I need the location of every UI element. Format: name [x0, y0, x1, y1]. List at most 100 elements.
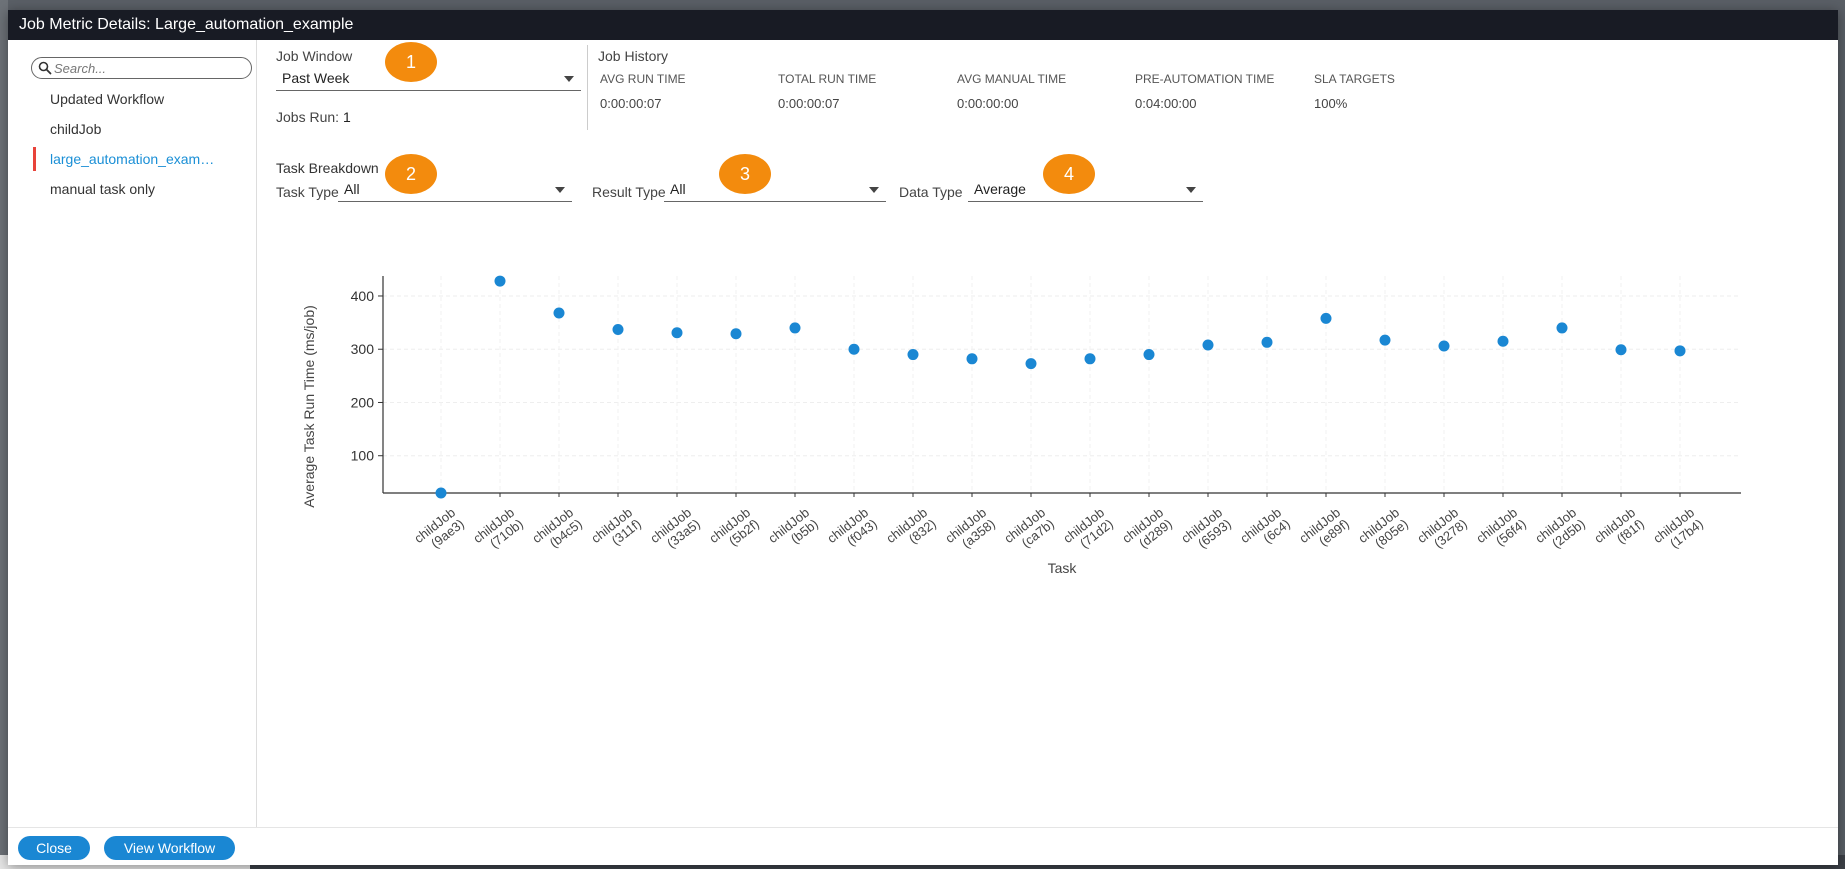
workflow-item-childjob[interactable]: childJob	[50, 121, 102, 137]
y-axis-label: Average Task Run Time (ms/job)	[301, 305, 317, 508]
data-point	[612, 324, 624, 336]
x-tick-label: childJob(805e)	[1355, 505, 1411, 557]
task-breakdown-title: Task Breakdown	[276, 160, 379, 176]
job-window-select[interactable]: Past Week	[276, 67, 581, 91]
section-divider	[587, 45, 588, 130]
task-type-value: All	[344, 181, 360, 197]
step-badge-3: 3	[719, 154, 771, 194]
metric-value: 0:00:00:00	[957, 96, 1019, 111]
job-window-label: Job Window	[276, 48, 353, 64]
x-tick-label: childJob(71d2)	[1060, 505, 1116, 557]
x-tick-label: childJob(3278)	[1414, 505, 1470, 557]
x-tick-label: childJob(6c4)	[1237, 505, 1293, 557]
chevron-down-icon	[869, 187, 879, 193]
data-point	[1084, 353, 1096, 365]
metric-label: AVG MANUAL TIME	[957, 72, 1067, 86]
workflow-item-large-automation-example[interactable]: large_automation_example	[8, 144, 257, 174]
search-box[interactable]	[31, 57, 252, 79]
data-point	[1202, 339, 1214, 351]
y-tick-label: 300	[351, 341, 375, 357]
step-badge-1: 1	[385, 42, 437, 82]
data-point	[1143, 349, 1155, 361]
data-point	[1320, 312, 1332, 324]
step-badge-2: 2	[385, 154, 437, 194]
x-tick-label: childJob(311f)	[588, 505, 644, 557]
x-tick-label: childJob(ca7b)	[1001, 505, 1057, 557]
x-tick-label: childJob(f043)	[824, 505, 880, 557]
data-point	[1615, 344, 1627, 356]
y-tick-label: 400	[351, 288, 375, 304]
result-type-label: Result Type	[592, 184, 666, 200]
metrics-panel: Job Window Past Week Jobs Run: 1 Job His…	[258, 40, 1838, 827]
x-axis-label: Task	[1048, 560, 1078, 576]
chevron-down-icon	[555, 187, 565, 193]
dialog-title: Job Metric Details: Large_automation_exa…	[8, 10, 1838, 40]
task-run-time-chart: 100 200 300 400 Average Task Run Time (ms/jo…	[301, 275, 1741, 576]
job-window-value: Past Week	[282, 70, 350, 86]
x-tick-label: childJob(a358)	[942, 505, 998, 557]
data-point	[1379, 334, 1391, 346]
job-history-title: Job History	[598, 48, 669, 64]
x-tick-label: childJob(33a5)	[647, 505, 703, 557]
metric-label: PRE-AUTOMATION TIME	[1135, 72, 1275, 86]
data-point	[435, 487, 447, 499]
data-point	[1674, 345, 1686, 357]
workflow-item-updated-workflow[interactable]: Updated Workflow	[50, 91, 165, 107]
step-badge-4: 4	[1043, 154, 1095, 194]
x-tick-label: childJob(832)	[883, 505, 939, 557]
result-type-value: All	[670, 181, 686, 197]
metric-sla-targets: SLA TARGETS 100%	[1314, 72, 1395, 111]
data-type-value: Average	[974, 181, 1026, 197]
task-type-select[interactable]: All	[338, 178, 572, 202]
data-point	[1438, 340, 1450, 352]
metric-avg-run-time: AVG RUN TIME 0:00:00:07	[600, 72, 686, 111]
data-point	[1497, 335, 1509, 347]
close-button[interactable]: Close	[18, 836, 90, 860]
y-tick-label: 100	[351, 448, 375, 464]
data-point	[789, 322, 801, 334]
x-tick-label: childJob(5b2f)	[706, 505, 762, 557]
data-point	[907, 349, 919, 361]
workflow-item-manual-task-only[interactable]: manual task only	[50, 181, 156, 197]
x-tick-label: childJob(56f4)	[1473, 505, 1529, 557]
x-tick-label: childJob(9ae3)	[411, 505, 467, 557]
chevron-down-icon	[1186, 187, 1196, 193]
metric-label: AVG RUN TIME	[600, 72, 686, 86]
task-type-label: Task Type	[276, 184, 339, 200]
x-tick-label: childJob(17b4)	[1650, 505, 1706, 557]
dialog-footer: Close View Workflow	[8, 827, 1838, 865]
chevron-down-icon	[564, 76, 574, 82]
jobs-run-value: 1	[342, 109, 351, 125]
x-tick-label: childJob(b4c5)	[529, 505, 585, 557]
metric-label: TOTAL RUN TIME	[778, 72, 877, 86]
job-metric-dialog: Job Metric Details: Large_automation_exa…	[8, 10, 1838, 865]
metric-value: 0:00:00:07	[600, 96, 662, 111]
workflow-sidebar: Updated Workflow childJob large_automati…	[8, 40, 257, 827]
jobs-run-label: Jobs Run:	[276, 109, 340, 125]
view-workflow-button[interactable]: View Workflow	[104, 836, 235, 860]
jobs-run: Jobs Run: 1	[276, 109, 351, 125]
data-point	[553, 307, 565, 319]
data-point	[966, 353, 978, 365]
metric-total-run-time: TOTAL RUN TIME 0:00:00:07	[778, 72, 876, 111]
x-tick-label: childJob(6593)	[1178, 505, 1234, 557]
data-point	[494, 275, 506, 287]
result-type-select[interactable]: All	[664, 178, 886, 202]
background-sidebar	[0, 0, 8, 869]
data-point	[730, 328, 742, 340]
data-point	[1025, 358, 1037, 370]
x-tick-label: childJob(f81f)	[1591, 505, 1647, 557]
dialog-body: Updated Workflow childJob large_automati…	[8, 40, 1838, 827]
y-tick-label: 200	[351, 394, 375, 410]
metric-value: 100%	[1314, 96, 1348, 111]
metric-value: 0:04:00:00	[1135, 96, 1197, 111]
data-type-label: Data Type	[899, 184, 963, 200]
metric-value: 0:00:00:07	[778, 96, 840, 111]
search-input[interactable]	[54, 60, 244, 76]
data-type-select[interactable]: Average	[968, 178, 1203, 202]
workflow-list: Updated Workflow childJob large_automati…	[8, 84, 257, 204]
metric-pre-automation-time: PRE-AUTOMATION TIME 0:04:00:00	[1135, 72, 1274, 111]
metric-avg-manual-time: AVG MANUAL TIME 0:00:00:00	[957, 72, 1066, 111]
data-point	[848, 343, 860, 355]
data-point	[671, 327, 683, 339]
